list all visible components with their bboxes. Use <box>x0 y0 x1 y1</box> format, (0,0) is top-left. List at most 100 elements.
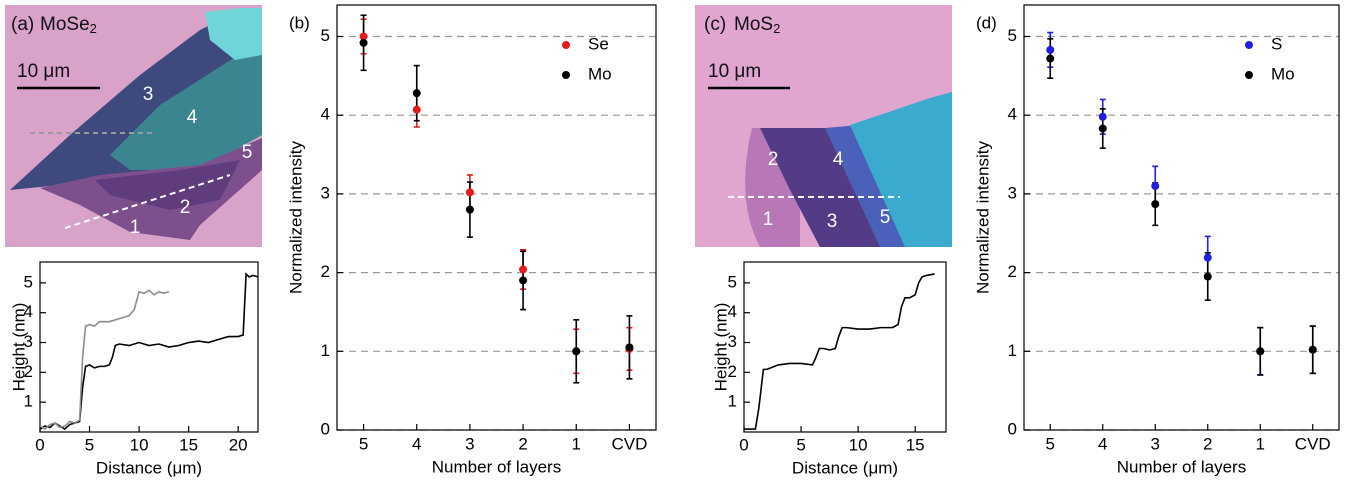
data-point <box>1151 200 1160 209</box>
data-point <box>1308 345 1317 354</box>
flake <box>110 40 262 170</box>
y-tick-label: 4 <box>24 302 33 321</box>
x-tick-label: 2 <box>518 434 527 453</box>
legend-marker <box>1245 41 1253 49</box>
y-tick-label: 2 <box>24 362 33 381</box>
legend-label: Se <box>588 34 609 53</box>
material-subscript: 2 <box>90 21 97 36</box>
y-tick-label: 0 <box>321 419 330 438</box>
data-point <box>572 347 581 356</box>
legend-label: Mo <box>1271 64 1295 83</box>
data-point <box>465 205 474 214</box>
x-tick-label: 20 <box>229 435 248 454</box>
layer-label: 2 <box>768 149 779 170</box>
layer-label: 3 <box>827 211 838 232</box>
data-point <box>1256 347 1265 356</box>
y-axis-label: Normalized intensity <box>973 140 992 294</box>
data-point <box>1203 253 1212 262</box>
flake <box>95 160 240 210</box>
data-point <box>412 105 421 114</box>
data-point <box>359 38 368 47</box>
x-axis-label: Distance (μm) <box>792 458 898 477</box>
flake <box>850 92 952 247</box>
y-tick-label: 1 <box>728 392 737 411</box>
height-profile <box>744 273 935 430</box>
y-tick-label: 3 <box>1008 183 1017 202</box>
legend-marker <box>562 71 570 79</box>
flake <box>205 8 262 60</box>
y-tick-label: 1 <box>321 341 330 360</box>
legend-marker <box>562 41 570 49</box>
material: MoS <box>734 14 773 35</box>
x-tick-label: 5 <box>85 435 94 454</box>
x-axis-label: Distance (μm) <box>96 458 202 477</box>
layer-label: 2 <box>180 197 191 218</box>
x-tick-label: 15 <box>179 435 198 454</box>
y-tick-label: 2 <box>1008 262 1017 281</box>
x-tick-label: 5 <box>796 435 805 454</box>
material-subscript: 2 <box>773 21 780 36</box>
layer-label: 3 <box>143 84 154 105</box>
x-tick-label: 0 <box>35 435 44 454</box>
layer-label: 1 <box>763 209 774 230</box>
x-tick-label: CVD <box>611 434 647 453</box>
y-tick-label: 3 <box>321 183 330 202</box>
legend-label: Mo <box>588 64 612 83</box>
panel-label: (a) <box>11 14 34 35</box>
y-tick-label: 1 <box>1008 341 1017 360</box>
layer-label: 4 <box>833 149 844 170</box>
y-tick-label: 4 <box>1008 105 1017 124</box>
y-axis-label: Normalized intensity <box>286 140 305 294</box>
data-point <box>465 188 474 197</box>
data-point <box>1046 54 1055 63</box>
y-axis-label: Height (nm) <box>9 303 28 392</box>
x-tick-label: 15 <box>906 435 925 454</box>
plot-frame <box>743 261 947 433</box>
data-point <box>1098 124 1107 133</box>
x-tick-label: 10 <box>130 435 149 454</box>
legend-marker <box>1245 71 1253 79</box>
panel-label: (d) <box>976 13 997 32</box>
y-axis-label: Height (nm) <box>711 303 730 392</box>
layer-label: 5 <box>880 207 891 228</box>
y-tick-label: 4 <box>321 105 330 124</box>
scale-bar-label: 10 μm <box>17 61 70 82</box>
x-tick-label: 0 <box>739 435 748 454</box>
y-tick-label: 0 <box>1008 419 1017 438</box>
y-tick-label: 5 <box>24 272 33 291</box>
y-tick-label: 1 <box>24 392 33 411</box>
y-tick-label: 4 <box>728 302 737 321</box>
x-tick-label: 5 <box>1046 434 1055 453</box>
data-point <box>412 89 421 98</box>
scale-bar-label: 10 μm <box>708 61 761 82</box>
height-profile <box>39 289 170 431</box>
material: MoSe <box>40 14 90 35</box>
y-tick-label: 5 <box>1008 26 1017 45</box>
height-profile <box>39 272 259 431</box>
data-point <box>1151 182 1160 191</box>
x-tick-label: 4 <box>1098 434 1107 453</box>
data-point <box>1046 45 1055 54</box>
x-tick-label: 10 <box>849 435 868 454</box>
y-tick-label: 2 <box>321 262 330 281</box>
x-tick-label: 1 <box>1256 434 1265 453</box>
data-point <box>1098 112 1107 121</box>
material-label: MoSe2 <box>40 14 97 36</box>
y-tick-label: 5 <box>321 26 330 45</box>
plot-frame <box>39 261 259 433</box>
y-tick-label: 2 <box>728 362 737 381</box>
data-point <box>519 276 528 285</box>
panel-label: (c) <box>704 14 726 35</box>
data-point <box>625 343 634 352</box>
x-tick-label: 3 <box>465 434 474 453</box>
x-tick-label: 1 <box>572 434 581 453</box>
material-label: MoS2 <box>734 14 780 36</box>
layer-label: 5 <box>242 142 253 163</box>
x-tick-label: 4 <box>412 434 421 453</box>
data-point <box>1203 272 1212 281</box>
x-axis-label: Number of layers <box>432 457 561 476</box>
plot-frame <box>336 4 657 431</box>
x-tick-label: 2 <box>1203 434 1212 453</box>
